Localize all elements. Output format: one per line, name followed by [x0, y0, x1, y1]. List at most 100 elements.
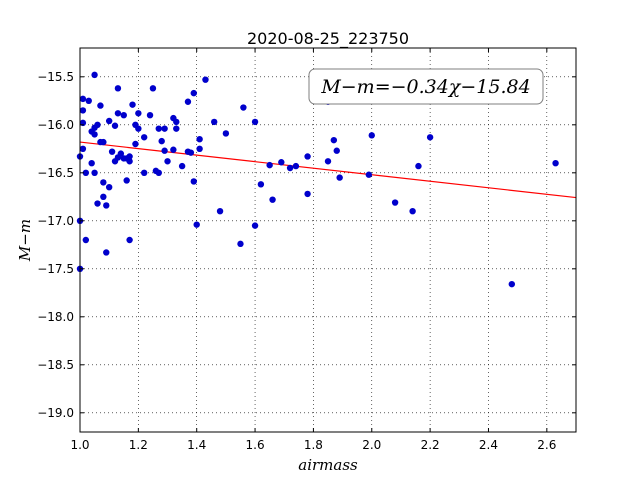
data-point: [94, 121, 101, 128]
data-point: [336, 174, 343, 181]
data-point: [146, 112, 154, 119]
data-point: [190, 89, 197, 97]
x-axis-title: airmass: [298, 456, 358, 474]
axis-ticks: 1.0 1.2 1.4 1.6 1.8 2.0 2.2 2.4 2.6 −15.5 −16.0 −16…: [37, 48, 576, 452]
data-point: [330, 136, 338, 144]
data-point: [79, 95, 87, 103]
data-point: [158, 137, 165, 145]
data-point: [409, 208, 416, 215]
data-point: [257, 181, 265, 188]
data-point: [161, 125, 168, 132]
data-point: [266, 161, 273, 169]
data-point: [114, 110, 122, 117]
data-point: [91, 71, 98, 79]
data-point: [164, 158, 171, 165]
data-point: [108, 148, 116, 155]
data-point: [140, 169, 148, 176]
y-tick-label: −16.0: [37, 118, 74, 132]
data-point: [278, 159, 285, 166]
data-point: [196, 136, 203, 143]
data-point: [149, 85, 157, 92]
data-point: [368, 132, 375, 139]
x-tick-label: 1.4: [187, 438, 206, 452]
data-point: [222, 130, 230, 137]
y-tick-label: −19.0: [37, 406, 74, 420]
x-tick-label: 2.2: [421, 438, 440, 452]
data-point: [114, 85, 122, 92]
data-point: [269, 196, 276, 203]
data-point: [135, 110, 142, 117]
data-point: [100, 193, 107, 200]
data-point: [237, 240, 244, 248]
data-point: [94, 200, 101, 207]
data-point: [103, 249, 110, 256]
data-point: [286, 164, 294, 172]
data-point: [178, 162, 186, 170]
data-point: [132, 140, 139, 148]
data-point: [111, 122, 119, 129]
data-point: [120, 112, 127, 119]
data-point: [126, 236, 133, 244]
x-tick-label: 1.0: [70, 438, 89, 452]
data-point: [82, 169, 90, 176]
data-point: [184, 98, 192, 105]
x-tick-label: 2.6: [537, 438, 556, 452]
x-tick-label: 2.0: [362, 438, 381, 452]
y-axis-title: M−m: [16, 219, 34, 262]
data-point: [155, 169, 162, 176]
data-point: [292, 162, 300, 170]
data-point: [552, 160, 559, 167]
data-points: [76, 71, 559, 288]
data-point: [79, 107, 87, 114]
data-point: [170, 146, 177, 153]
data-point: [91, 169, 98, 176]
data-point: [105, 184, 113, 191]
data-point: [196, 145, 203, 152]
data-point: [97, 102, 104, 109]
data-point: [190, 178, 197, 185]
data-point: [123, 177, 130, 184]
fit-equation-frame: [308, 68, 544, 105]
data-point: [240, 104, 247, 111]
data-point: [324, 158, 332, 165]
data-point: [117, 150, 125, 157]
x-tick-label: 1.2: [129, 438, 148, 452]
data-point: [333, 147, 340, 154]
data-point: [105, 117, 113, 125]
data-point: [100, 179, 107, 186]
data-point: [103, 202, 110, 209]
data-point: [173, 125, 180, 132]
x-tick-label: 2.4: [479, 438, 498, 452]
data-point: [88, 160, 95, 167]
data-point: [365, 171, 373, 178]
data-point: [304, 190, 311, 198]
y-tick-label: −17.5: [37, 262, 74, 276]
data-point: [187, 149, 195, 156]
data-point: [91, 131, 98, 138]
data-point: [202, 76, 209, 83]
y-tick-label: −17.0: [37, 214, 74, 228]
fit-equation-box: M−m=−0.34χ−15.84: [308, 68, 544, 105]
data-point: [135, 125, 142, 132]
data-point: [508, 280, 516, 288]
data-point: [251, 118, 259, 126]
x-tick-label: 1.6: [246, 438, 265, 452]
y-tick-label: −18.5: [37, 358, 74, 372]
data-point: [251, 222, 259, 229]
data-point: [155, 125, 162, 132]
data-point: [391, 199, 399, 206]
x-tick-label: 1.8: [304, 438, 323, 452]
plot-frame: [79, 47, 577, 433]
data-point: [79, 145, 87, 152]
data-point: [211, 118, 218, 126]
fit-equation-text: M−m=−0.34χ−15.84: [320, 76, 530, 98]
chart-title: 2020-08-25_223750: [247, 29, 409, 49]
data-point: [304, 153, 311, 160]
y-tick-label: −15.5: [37, 70, 74, 84]
data-point: [100, 138, 107, 146]
data-point: [126, 153, 133, 160]
data-point: [193, 221, 200, 228]
y-tick-label: −18.0: [37, 310, 74, 324]
y-tick-label: −16.5: [37, 166, 74, 180]
